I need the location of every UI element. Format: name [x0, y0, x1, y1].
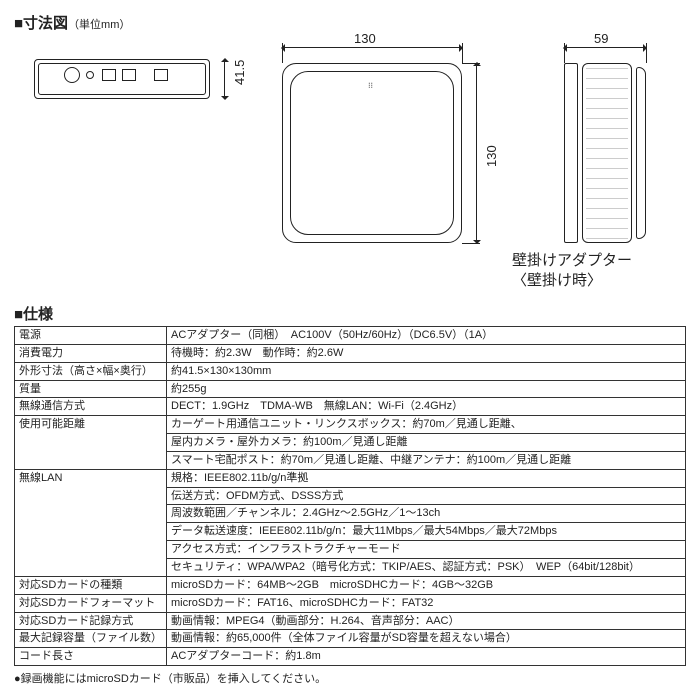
spec-label: 外形寸法（高さ×幅×奥行）	[15, 362, 167, 380]
diagram-unit-text: （単位mm）	[68, 19, 130, 31]
spec-value: 約41.5×130×130mm	[167, 362, 686, 380]
spec-label: 対応SDカードフォーマット	[15, 594, 167, 612]
spec-value: セキュリティ：WPA/WPA2（暗号化方式：TKIP/AES、認証方式：PSK）…	[167, 558, 686, 576]
table-row: 外形寸法（高さ×幅×奥行）約41.5×130×130mm	[15, 362, 686, 380]
side-view-flap	[636, 67, 646, 239]
spec-label: コード長さ	[15, 648, 167, 666]
spec-value: ACアダプターコード：約1.8m	[167, 648, 686, 666]
footnote: ●録画機能にはmicroSDカード（市販品）を挿入してください。	[14, 670, 686, 686]
table-row: 使用可能距離カーゲート用通信ユニット・リンクスボックス：約70m／見通し距離、	[15, 416, 686, 434]
table-row: 最大記録容量（ファイル数）動画情報：約65,000件（全体ファイル容量がSD容量…	[15, 630, 686, 648]
table-row: 無線LAN規格：IEEE802.11b/g/n準拠	[15, 469, 686, 487]
port-dot	[86, 71, 94, 79]
table-row: 対応SDカード記録方式動画情報：MPEG4（動画部分：H.264、音声部分：AA…	[15, 612, 686, 630]
spec-label: 質量	[15, 380, 167, 398]
spec-value: スマート宅配ポスト：約70m／見通し距離、中継アンテナ：約100m／見通し距離	[167, 451, 686, 469]
spec-value: microSDカード：FAT16、microSDHCカード：FAT32	[167, 594, 686, 612]
table-row: 電源ACアダプター（同梱） AC100V（50Hz/60Hz）（DC6.5V）（…	[15, 327, 686, 345]
spec-value: 待機時：約2.3W 動作時：約2.6W	[167, 344, 686, 362]
table-row: 対応SDカードフォーマットmicroSDカード：FAT16、microSDHCカ…	[15, 594, 686, 612]
spec-label: 無線LAN	[15, 469, 167, 576]
dim-tick-1	[282, 43, 283, 63]
dim-tick-2	[462, 43, 463, 63]
spec-value: microSDカード：64MB～2GB microSDHCカード：4GB～32G…	[167, 576, 686, 594]
table-row: 消費電力待機時：約2.3W 動作時：約2.6W	[15, 344, 686, 362]
dim-label-130h: 130	[484, 145, 499, 167]
table-row: 対応SDカードの種類microSDカード：64MB～2GB microSDHCカ…	[15, 576, 686, 594]
port-rect-2	[122, 69, 136, 81]
spec-value: 動画情報：MPEG4（動画部分：H.264、音声部分：AAC）	[167, 612, 686, 630]
port-circle	[64, 67, 80, 83]
dim-label-130w: 130	[354, 31, 376, 46]
side-view-plate	[564, 63, 578, 243]
spec-value: 動画情報：約65,000件（全体ファイル容量がSD容量を超えない場合）	[167, 630, 686, 648]
table-row: 質量約255g	[15, 380, 686, 398]
spec-value: ACアダプター（同梱） AC100V（50Hz/60Hz）（DC6.5V）（1A…	[167, 327, 686, 345]
spec-label: 消費電力	[15, 344, 167, 362]
side-view-hatch	[586, 67, 628, 239]
table-row: 無線通信方式DECT：1.9GHz TDMA-WB 無線LAN：Wi-Fi（2.…	[15, 398, 686, 416]
dim-label-41-5: 41.5	[232, 60, 247, 85]
spec-table: 電源ACアダプター（同梱） AC100V（50Hz/60Hz）（DC6.5V）（…	[14, 326, 686, 666]
dim-tick-6	[646, 43, 647, 63]
table-row: コード長さACアダプターコード：約1.8m	[15, 648, 686, 666]
diagram-title-text: ■寸法図	[14, 15, 68, 32]
spec-value: 伝送方式：OFDM方式、DSSS方式	[167, 487, 686, 505]
spec-value: 周波数範囲／チャンネル：2.4GHz～2.5GHz／1～13ch	[167, 505, 686, 523]
spec-value: 規格：IEEE802.11b/g/n準拠	[167, 469, 686, 487]
dim-line-59	[564, 47, 646, 48]
dim-tick-5	[564, 43, 565, 63]
spec-section-title: ■仕様	[14, 303, 686, 324]
port-rect-1	[102, 69, 116, 81]
port-rect-3	[154, 69, 168, 81]
front-view-inner	[290, 71, 454, 235]
spec-label: 対応SDカードの種類	[15, 576, 167, 594]
wall-adapter-annotation: 壁掛けアダプター 〈壁掛け時〉	[512, 251, 632, 290]
spec-label: 電源	[15, 327, 167, 345]
diagram-section-title: ■寸法図（単位mm）	[14, 12, 686, 33]
spec-value: アクセス方式：インフラストラクチャーモード	[167, 541, 686, 559]
spec-value: 屋内カメラ・屋外カメラ：約100m／見通し距離	[167, 434, 686, 452]
spec-label: 無線通信方式	[15, 398, 167, 416]
spec-label: 最大記録容量（ファイル数）	[15, 630, 167, 648]
dim-tick-3	[462, 63, 480, 64]
spec-label: 対応SDカード記録方式	[15, 612, 167, 630]
dim-tick-4	[462, 243, 480, 244]
dim-line-41-5	[224, 59, 225, 99]
spec-value: 約255g	[167, 380, 686, 398]
dim-line-130h	[476, 63, 477, 243]
dim-line-130w	[282, 47, 462, 48]
dim-label-59: 59	[594, 31, 608, 46]
spec-value: カーゲート用通信ユニット・リンクスボックス：約70m／見通し距離、	[167, 416, 686, 434]
spec-value: データ転送速度：IEEE802.11b/g/n：最大11Mbps／最大54Mbp…	[167, 523, 686, 541]
center-mark: ⁝⁝	[368, 81, 376, 89]
spec-value: DECT：1.9GHz TDMA-WB 無線LAN：Wi-Fi（2.4GHz）	[167, 398, 686, 416]
spec-label: 使用可能距離	[15, 416, 167, 470]
annotation-line2: 〈壁掛け時〉	[512, 272, 602, 289]
annotation-line1: 壁掛けアダプター	[512, 252, 632, 269]
dimension-diagram: 41.5 130 ⁝⁝ 130 59 壁掛けアダプター 〈壁掛け時〉	[14, 37, 686, 297]
